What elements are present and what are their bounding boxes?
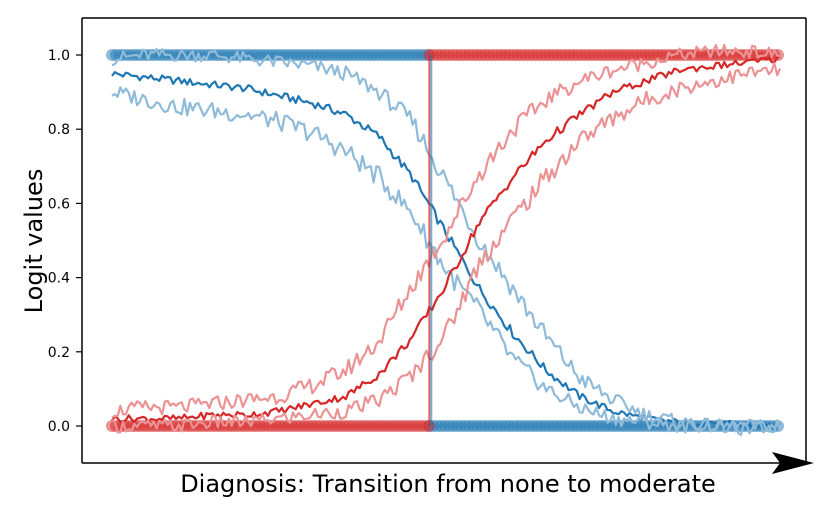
- series-line: [111, 43, 781, 419]
- y-tick-label: 0.6: [48, 196, 70, 212]
- y-tick-label: 0.2: [48, 345, 70, 361]
- y-tick-label: 1.0: [48, 48, 70, 64]
- dot-band: [106, 49, 435, 61]
- series-line: [111, 55, 781, 424]
- x-axis-label: Diagnosis: Transition from none to moder…: [180, 470, 716, 498]
- dot-band: [423, 49, 784, 61]
- series-line: [111, 47, 781, 433]
- y-tick-label: 0.4: [48, 271, 70, 287]
- y-ticks: 0.0 0.2 0.4 0.6 0.8 1.0: [48, 48, 82, 435]
- plot-area: [106, 43, 784, 437]
- y-tick-label: 0.0: [48, 419, 70, 435]
- series-line: [111, 86, 782, 437]
- x-axis-arrowhead: [772, 452, 814, 474]
- y-tick-label: 0.8: [48, 122, 70, 138]
- axes: [81, 17, 814, 474]
- series-line: [111, 70, 781, 429]
- y-axis-label: Logit values: [20, 169, 48, 314]
- series-line: [111, 62, 782, 434]
